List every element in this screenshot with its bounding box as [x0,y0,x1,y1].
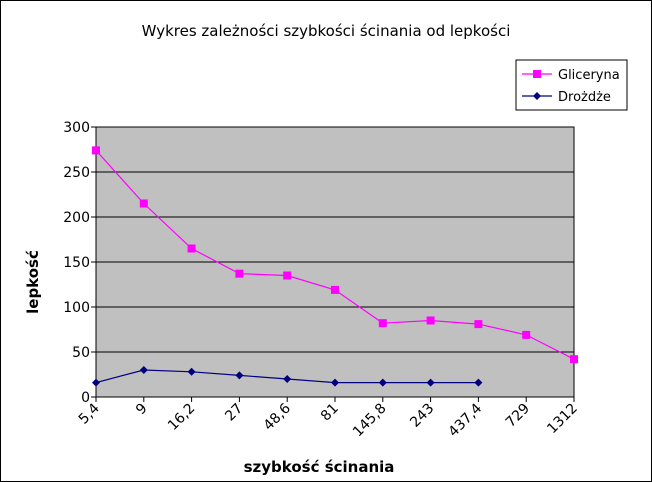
x-tick-label: 81 [318,401,342,425]
data-point [474,378,483,387]
data-point [139,366,148,374]
x-axis-label: szybkość ścinania [244,458,395,476]
data-point [331,378,339,387]
legend: Gliceryna Drożdże [515,59,628,111]
y-axis-label: lepkość [24,250,42,314]
legend-marker [533,70,541,78]
series-1 [92,366,483,387]
x-tick-label: 243 [407,401,437,431]
data-point [235,371,244,380]
legend-item: Gliceryna [522,68,620,83]
series-0 [92,146,578,364]
y-tick-label: 250 [63,165,90,181]
series-layer [92,146,578,387]
y-tick-label: 0 [81,390,90,406]
data-point [331,285,339,294]
x-tick-label: 145,8 [350,401,390,441]
legend-item: Drożdże [522,90,611,105]
data-point [474,320,483,329]
y-tick-label: 300 [63,120,90,136]
data-point [139,199,148,208]
data-point [187,244,196,253]
data-point [426,316,435,325]
y-tick-label: 200 [63,210,90,226]
data-point [235,269,244,278]
x-tick-label: 9 [133,401,151,419]
x-tick-label: 1312 [544,401,581,438]
y-tick-label: 150 [63,255,90,271]
data-point [426,378,435,387]
gridlines [96,171,574,353]
legend-label: Gliceryna [558,68,620,83]
legend-marker [533,92,541,100]
data-point [92,378,100,387]
data-point [570,355,578,364]
data-point [283,375,292,383]
data-point [522,330,531,339]
data-point [378,319,387,328]
x-tick-label: 48,6 [261,400,294,433]
data-point [378,378,387,387]
y-tick-label: 100 [63,300,90,316]
data-point [92,146,100,155]
data-point [187,367,196,376]
legend-label: Drożdże [558,90,611,105]
legend-box [515,59,628,111]
y-tick-label: 50 [72,345,90,361]
x-tick-label: 437,4 [446,400,486,440]
chart-title: Wykres zależności szybkości ścinania od … [142,22,511,40]
x-axis-tick-labels: 5,4 9 16,2 27 48,6 81 145,8 243 437,4 729 1312 [76,397,581,440]
x-tick-label: 16,2 [165,401,198,434]
x-tick-label: 5,4 [76,400,103,427]
y-axis-tick-labels: 0 50 100 150 200 250 300 [63,120,96,406]
x-tick-label: 729 [503,401,533,431]
x-tick-label: 27 [222,401,246,425]
data-point [283,271,292,280]
